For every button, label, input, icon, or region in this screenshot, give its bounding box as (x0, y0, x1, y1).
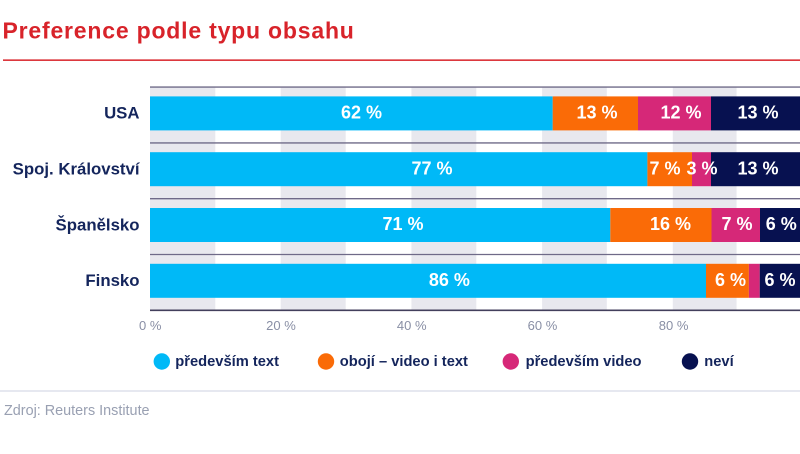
svg-text:77 %: 77 % (411, 158, 452, 178)
svg-text:Španělsko: Španělsko (56, 215, 140, 234)
svg-text:především text: především text (175, 354, 279, 370)
svg-text:Zdroj: Reuters Institute: Zdroj: Reuters Institute (4, 403, 150, 419)
svg-text:62 %: 62 % (341, 103, 382, 123)
svg-text:7 %: 7 % (721, 214, 752, 234)
svg-text:obojí – video i text: obojí – video i text (340, 354, 468, 370)
svg-text:USA: USA (104, 104, 139, 123)
svg-text:80 %: 80 % (659, 318, 689, 333)
svg-text:neví: neví (704, 354, 734, 370)
svg-text:6 %: 6 % (766, 214, 797, 234)
svg-text:40 %: 40 % (397, 318, 427, 333)
svg-text:13 %: 13 % (737, 103, 778, 123)
svg-text:Spoj. Království: Spoj. Království (13, 160, 141, 179)
svg-text:13 %: 13 % (737, 158, 778, 178)
svg-text:12 %: 12 % (660, 103, 701, 123)
svg-text:7 %: 7 % (649, 158, 680, 178)
svg-text:především video: především video (526, 354, 642, 370)
svg-text:13 %: 13 % (576, 103, 617, 123)
svg-text:20 %: 20 % (266, 318, 296, 333)
svg-text:60 %: 60 % (528, 318, 558, 333)
svg-text:86 %: 86 % (429, 270, 470, 290)
svg-text:Preference podle typu obsahu: Preference podle typu obsahu (3, 18, 355, 44)
svg-text:6 %: 6 % (764, 270, 795, 290)
svg-text:71 %: 71 % (382, 214, 423, 234)
svg-text:0 %: 0 % (139, 318, 162, 333)
svg-text:3 %: 3 % (686, 158, 717, 178)
svg-text:Finsko: Finsko (85, 271, 139, 290)
svg-text:6 %: 6 % (715, 270, 746, 290)
svg-text:16 %: 16 % (650, 214, 691, 234)
